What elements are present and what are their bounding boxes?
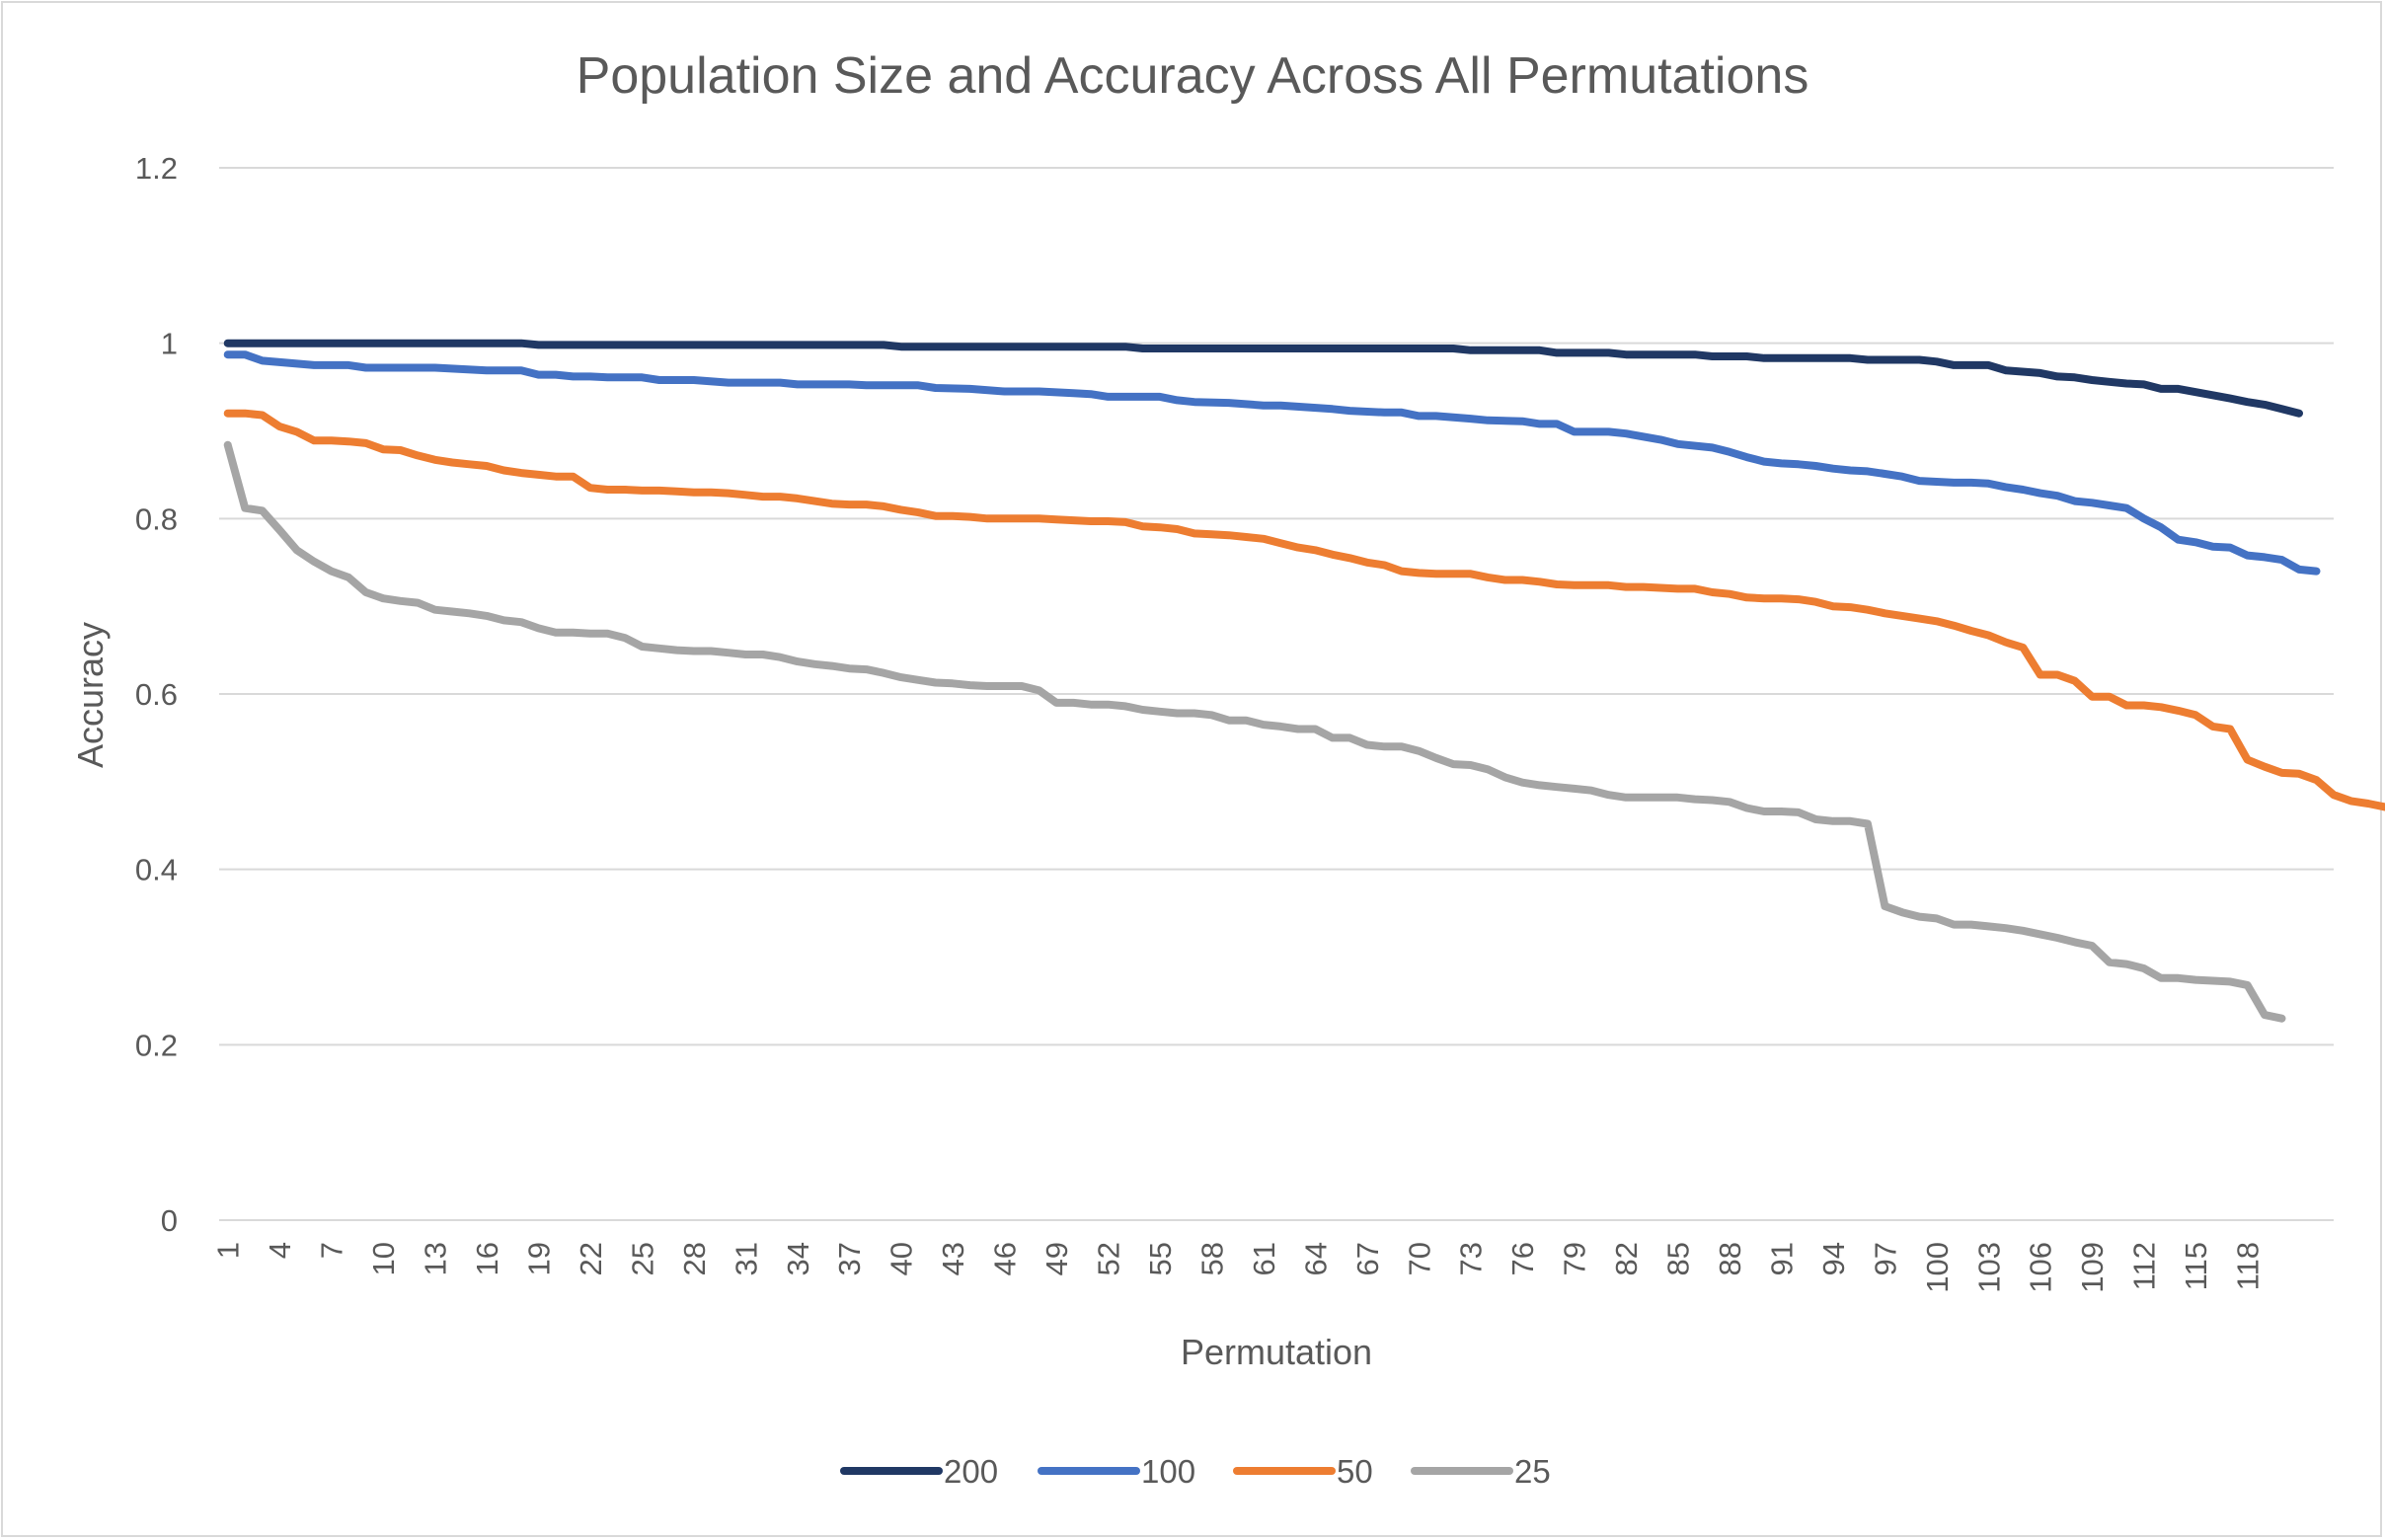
y-axis-title: Accuracy xyxy=(70,622,111,768)
legend-label: 50 xyxy=(1337,1453,1373,1490)
x-tick-label: 31 xyxy=(729,1242,763,1275)
y-tick-label: 1.2 xyxy=(135,151,178,186)
series-line-50 xyxy=(223,409,2385,811)
x-tick-label: 103 xyxy=(1971,1242,2006,1293)
x-axis-ticks: 1 4 7 10 13 16 19 22 25 28 31 34 37 40 43 46 49 52 55 58 61 6… xyxy=(211,1242,2266,1293)
y-tick-label: 0 xyxy=(161,1203,178,1238)
x-tick-label: 19 xyxy=(521,1242,556,1275)
x-tick-label: 94 xyxy=(1816,1242,1851,1275)
legend-item-25: 25 xyxy=(1411,1453,1551,1490)
x-tick-label: 112 xyxy=(2127,1242,2162,1290)
x-tick-label: 49 xyxy=(1039,1242,1074,1275)
x-tick-label: 115 xyxy=(2179,1242,2213,1290)
x-tick-label: 70 xyxy=(1402,1242,1436,1275)
x-tick-label: 7 xyxy=(315,1242,349,1259)
x-tick-label: 10 xyxy=(366,1242,401,1275)
x-tick-label: 46 xyxy=(988,1242,1023,1275)
series-line-200 xyxy=(223,339,2303,418)
x-tick-label: 73 xyxy=(1454,1242,1489,1275)
x-tick-label: 25 xyxy=(625,1242,659,1275)
x-tick-label: 100 xyxy=(1920,1242,1955,1293)
x-tick-label: 64 xyxy=(1298,1242,1333,1275)
x-tick-label: 85 xyxy=(1661,1242,1696,1275)
y-tick-label: 0.8 xyxy=(135,501,178,536)
x-tick-label: 97 xyxy=(1868,1242,1902,1275)
series-line-25 xyxy=(223,440,2286,1023)
x-tick-label: 22 xyxy=(574,1242,608,1275)
x-tick-label: 55 xyxy=(1143,1242,1178,1275)
x-tick-label: 37 xyxy=(832,1242,867,1275)
x-tick-label: 106 xyxy=(2024,1242,2058,1293)
y-axis-ticks: 0 0.2 0.4 0.6 0.8 1 1.2 xyxy=(135,151,178,1238)
gridlines xyxy=(219,167,2334,1046)
x-tick-label: 88 xyxy=(1713,1242,1747,1275)
legend-item-50: 50 xyxy=(1233,1453,1373,1490)
x-tick-label: 61 xyxy=(1247,1242,1281,1275)
x-tick-label: 13 xyxy=(419,1242,453,1275)
legend-label: 25 xyxy=(1514,1453,1551,1490)
x-tick-label: 16 xyxy=(470,1242,504,1275)
legend-label: 100 xyxy=(1141,1453,1195,1490)
legend-item-100: 100 xyxy=(1038,1453,1195,1490)
x-tick-label: 34 xyxy=(781,1242,815,1275)
legend-label: 200 xyxy=(944,1453,998,1490)
x-tick-label: 76 xyxy=(1505,1242,1540,1275)
x-tick-label: 118 xyxy=(2231,1242,2266,1290)
series-line-100 xyxy=(223,350,2321,576)
x-tick-label: 82 xyxy=(1609,1242,1644,1275)
x-tick-label: 58 xyxy=(1194,1242,1229,1275)
x-tick-label: 28 xyxy=(677,1242,712,1275)
chart-title: Population Size and Accuracy Across All … xyxy=(577,47,1809,105)
x-axis-title: Permutation xyxy=(1181,1332,1372,1372)
legend: 200 100 50 25 xyxy=(840,1453,1551,1490)
x-tick-label: 91 xyxy=(1764,1242,1799,1275)
y-tick-label: 1 xyxy=(161,327,178,361)
x-tick-label: 43 xyxy=(936,1242,970,1275)
x-tick-label: 79 xyxy=(1558,1242,1592,1275)
x-tick-label: 67 xyxy=(1350,1242,1385,1275)
y-tick-label: 0.4 xyxy=(135,853,178,887)
x-tick-label: 52 xyxy=(1092,1242,1126,1275)
x-tick-label: 4 xyxy=(263,1242,297,1259)
legend-item-200: 200 xyxy=(840,1453,998,1490)
x-tick-label: 1 xyxy=(211,1242,246,1259)
y-tick-label: 0.6 xyxy=(135,677,178,712)
series-lines xyxy=(223,339,2385,1023)
x-tick-label: 109 xyxy=(2075,1242,2110,1293)
y-tick-label: 0.2 xyxy=(135,1028,178,1062)
x-tick-label: 40 xyxy=(885,1242,919,1275)
